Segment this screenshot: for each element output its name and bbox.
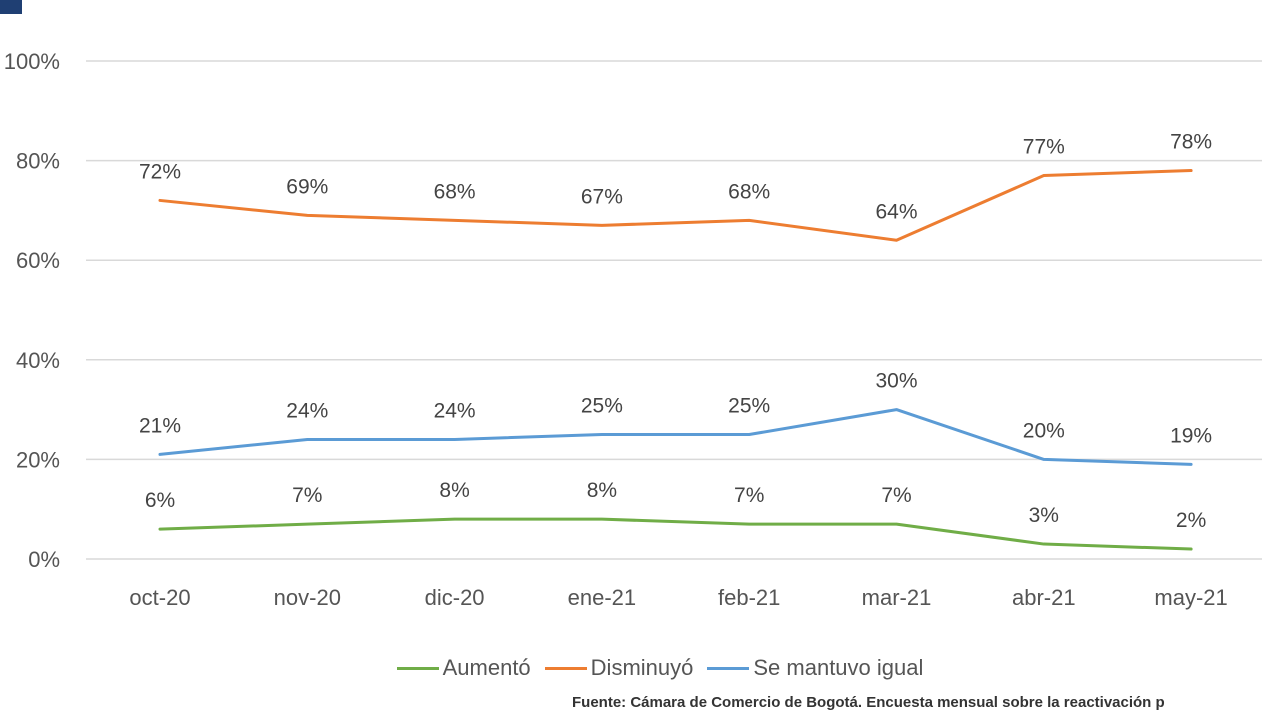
data-label: 25% <box>581 395 623 418</box>
data-label: 25% <box>728 395 770 418</box>
data-label: 7% <box>292 484 322 507</box>
data-labels: 72% 69% 68% 67% 68% 64% 77% 78% 21% 24% 24% 25% 25% 3… <box>139 131 1212 532</box>
legend-label: Se mantuvo igual <box>753 655 924 680</box>
x-tick-label: oct-20 <box>129 585 190 610</box>
y-tick-label: 20% <box>16 447 60 472</box>
y-axis-ticks: 0% 20% 40% 60% 80% 100% <box>4 49 60 572</box>
data-label: 67% <box>581 185 623 208</box>
legend-item: Disminuyó <box>544 655 694 681</box>
legend-item: Se mantuvo igual <box>707 655 923 681</box>
data-label: 72% <box>139 160 181 183</box>
x-tick-label: may-21 <box>1154 585 1227 610</box>
y-tick-label: 80% <box>16 149 60 174</box>
x-tick-label: abr-21 <box>1012 585 1076 610</box>
series-line <box>158 169 1193 242</box>
y-tick-label: 60% <box>16 248 60 273</box>
legend-label: Aumentó <box>442 655 531 680</box>
corner-decoration <box>0 0 22 14</box>
x-tick-label: nov-20 <box>274 585 341 610</box>
x-tick-label: dic-20 <box>425 585 485 610</box>
y-tick-label: 100% <box>4 49 60 74</box>
legend-swatch <box>544 666 587 670</box>
legend: Aumentó Disminuyó Se mantuvo igual <box>20 650 1280 686</box>
data-label: 68% <box>728 180 770 203</box>
data-label: 21% <box>139 414 181 437</box>
gridlines <box>86 60 1262 560</box>
series-line <box>158 408 1193 466</box>
y-tick-label: 40% <box>16 348 60 373</box>
data-label: 19% <box>1170 424 1212 447</box>
series-line <box>158 517 1193 551</box>
data-label: 78% <box>1170 131 1212 154</box>
legend-swatch <box>707 666 750 670</box>
source-note: Fuente: Cámara de Comercio de Bogotá. En… <box>572 694 1165 711</box>
legend-swatch <box>396 666 439 670</box>
data-label: 3% <box>1029 504 1059 527</box>
data-label: 64% <box>875 200 917 223</box>
data-label: 24% <box>434 399 476 422</box>
data-label: 6% <box>145 489 175 512</box>
x-tick-label: ene-21 <box>568 585 637 610</box>
x-tick-label: feb-21 <box>718 585 780 610</box>
x-axis-ticks: oct-20 nov-20 dic-20 ene-21 feb-21 mar-21 abr-… <box>129 585 1227 610</box>
series-lines <box>158 169 1193 551</box>
data-label: 20% <box>1023 419 1065 442</box>
data-label: 2% <box>1176 509 1206 532</box>
data-label: 8% <box>587 479 617 502</box>
data-label: 8% <box>439 479 469 502</box>
data-label: 7% <box>734 484 764 507</box>
data-label: 77% <box>1023 136 1065 159</box>
x-tick-label: mar-21 <box>862 585 932 610</box>
data-label: 24% <box>286 399 328 422</box>
y-tick-label: 0% <box>28 547 60 572</box>
data-label: 30% <box>875 370 917 393</box>
data-label: 7% <box>881 484 911 507</box>
legend-item: Aumentó <box>396 655 531 681</box>
line-chart: 0% 20% 40% 60% 80% 100% oct-20 nov-20 dic-20 ene… <box>4 49 1262 610</box>
data-label: 69% <box>286 175 328 198</box>
data-label: 68% <box>434 180 476 203</box>
legend-label: Disminuyó <box>590 655 694 680</box>
